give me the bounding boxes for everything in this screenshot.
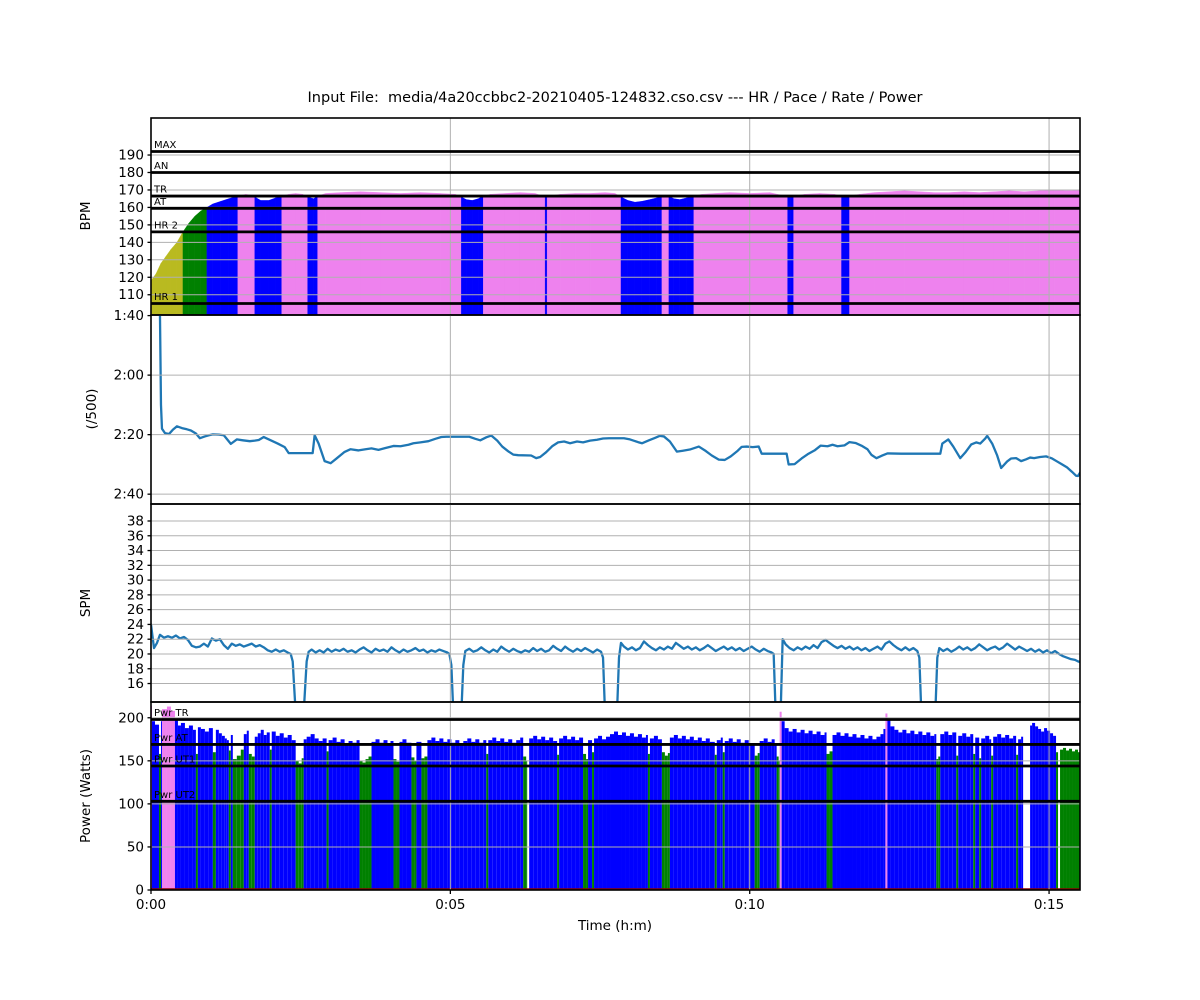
- panel-power: Pwr TR Pwr AT Pwr UT1 Pwr UT2 0 50 100 150 200 0:…: [118, 701, 1081, 913]
- hr-zone-label-HR 2: HR 2: [154, 220, 178, 231]
- power-zone-label-Pwr UT2: Pwr UT2: [154, 790, 195, 801]
- svg-text:34: 34: [127, 543, 144, 559]
- svg-text:170: 170: [118, 182, 144, 198]
- svg-text:2:20: 2:20: [114, 427, 144, 443]
- svg-text:150: 150: [118, 217, 144, 233]
- chart-title: Input File: media/4a20ccbbc2-20210405-12…: [307, 90, 923, 106]
- svg-text:24: 24: [127, 617, 144, 633]
- spm-line: [151, 623, 1080, 702]
- svg-text:18: 18: [127, 661, 144, 677]
- hr-zone-label-MAX: MAX: [154, 140, 176, 151]
- svg-text:130: 130: [118, 252, 144, 268]
- svg-text:38: 38: [127, 513, 144, 529]
- svg-text:36: 36: [127, 528, 144, 544]
- svg-text:160: 160: [118, 200, 144, 216]
- hr-zone-label-AN: AN: [154, 161, 168, 172]
- svg-text:0:05: 0:05: [435, 897, 465, 913]
- svg-text:1:40: 1:40: [114, 308, 144, 324]
- svg-text:26: 26: [127, 602, 144, 618]
- svg-text:200: 200: [118, 710, 144, 726]
- svg-text:100: 100: [118, 796, 144, 812]
- svg-text:180: 180: [118, 165, 144, 181]
- svg-text:0:15: 0:15: [1034, 897, 1064, 913]
- svg-text:22: 22: [127, 632, 144, 648]
- svg-text:0:10: 0:10: [735, 897, 765, 913]
- y-axis-label-power: Power (Watts): [78, 748, 94, 844]
- svg-text:140: 140: [118, 235, 144, 251]
- power-zone-label-Pwr TR: Pwr TR: [154, 708, 189, 719]
- pace-line: [158, 315, 1080, 478]
- hr-zone-label-AT: AT: [154, 197, 167, 208]
- svg-text:0: 0: [135, 883, 144, 899]
- svg-text:20: 20: [127, 646, 144, 662]
- svg-text:120: 120: [118, 270, 144, 286]
- y-axis-label-spm: SPM: [78, 588, 94, 618]
- y-axis-label-pace: (/500): [84, 388, 100, 430]
- x-axis-label: Time (h:m): [577, 918, 653, 934]
- panel-pace: 1:40 2:00 2:20 2:40: [114, 308, 1081, 505]
- svg-text:50: 50: [127, 839, 144, 855]
- svg-text:150: 150: [118, 753, 144, 769]
- svg-text:190: 190: [118, 148, 144, 164]
- hr-zone-label-TR: TR: [153, 185, 167, 196]
- svg-text:30: 30: [127, 573, 144, 589]
- svg-text:2:00: 2:00: [114, 368, 144, 384]
- svg-text:32: 32: [127, 558, 144, 574]
- svg-text:2:40: 2:40: [114, 487, 144, 503]
- y-axis-label-bpm: BPM: [78, 201, 94, 231]
- svg-text:28: 28: [127, 587, 144, 603]
- svg-text:0:00: 0:00: [136, 897, 166, 913]
- power-zone-label-Pwr UT1: Pwr UT1: [154, 754, 195, 765]
- power-zone-label-Pwr AT: Pwr AT: [154, 733, 189, 744]
- hr-zone-label-HR 1: HR 1: [154, 292, 178, 303]
- svg-text:16: 16: [127, 676, 144, 692]
- svg-text:110: 110: [118, 287, 144, 303]
